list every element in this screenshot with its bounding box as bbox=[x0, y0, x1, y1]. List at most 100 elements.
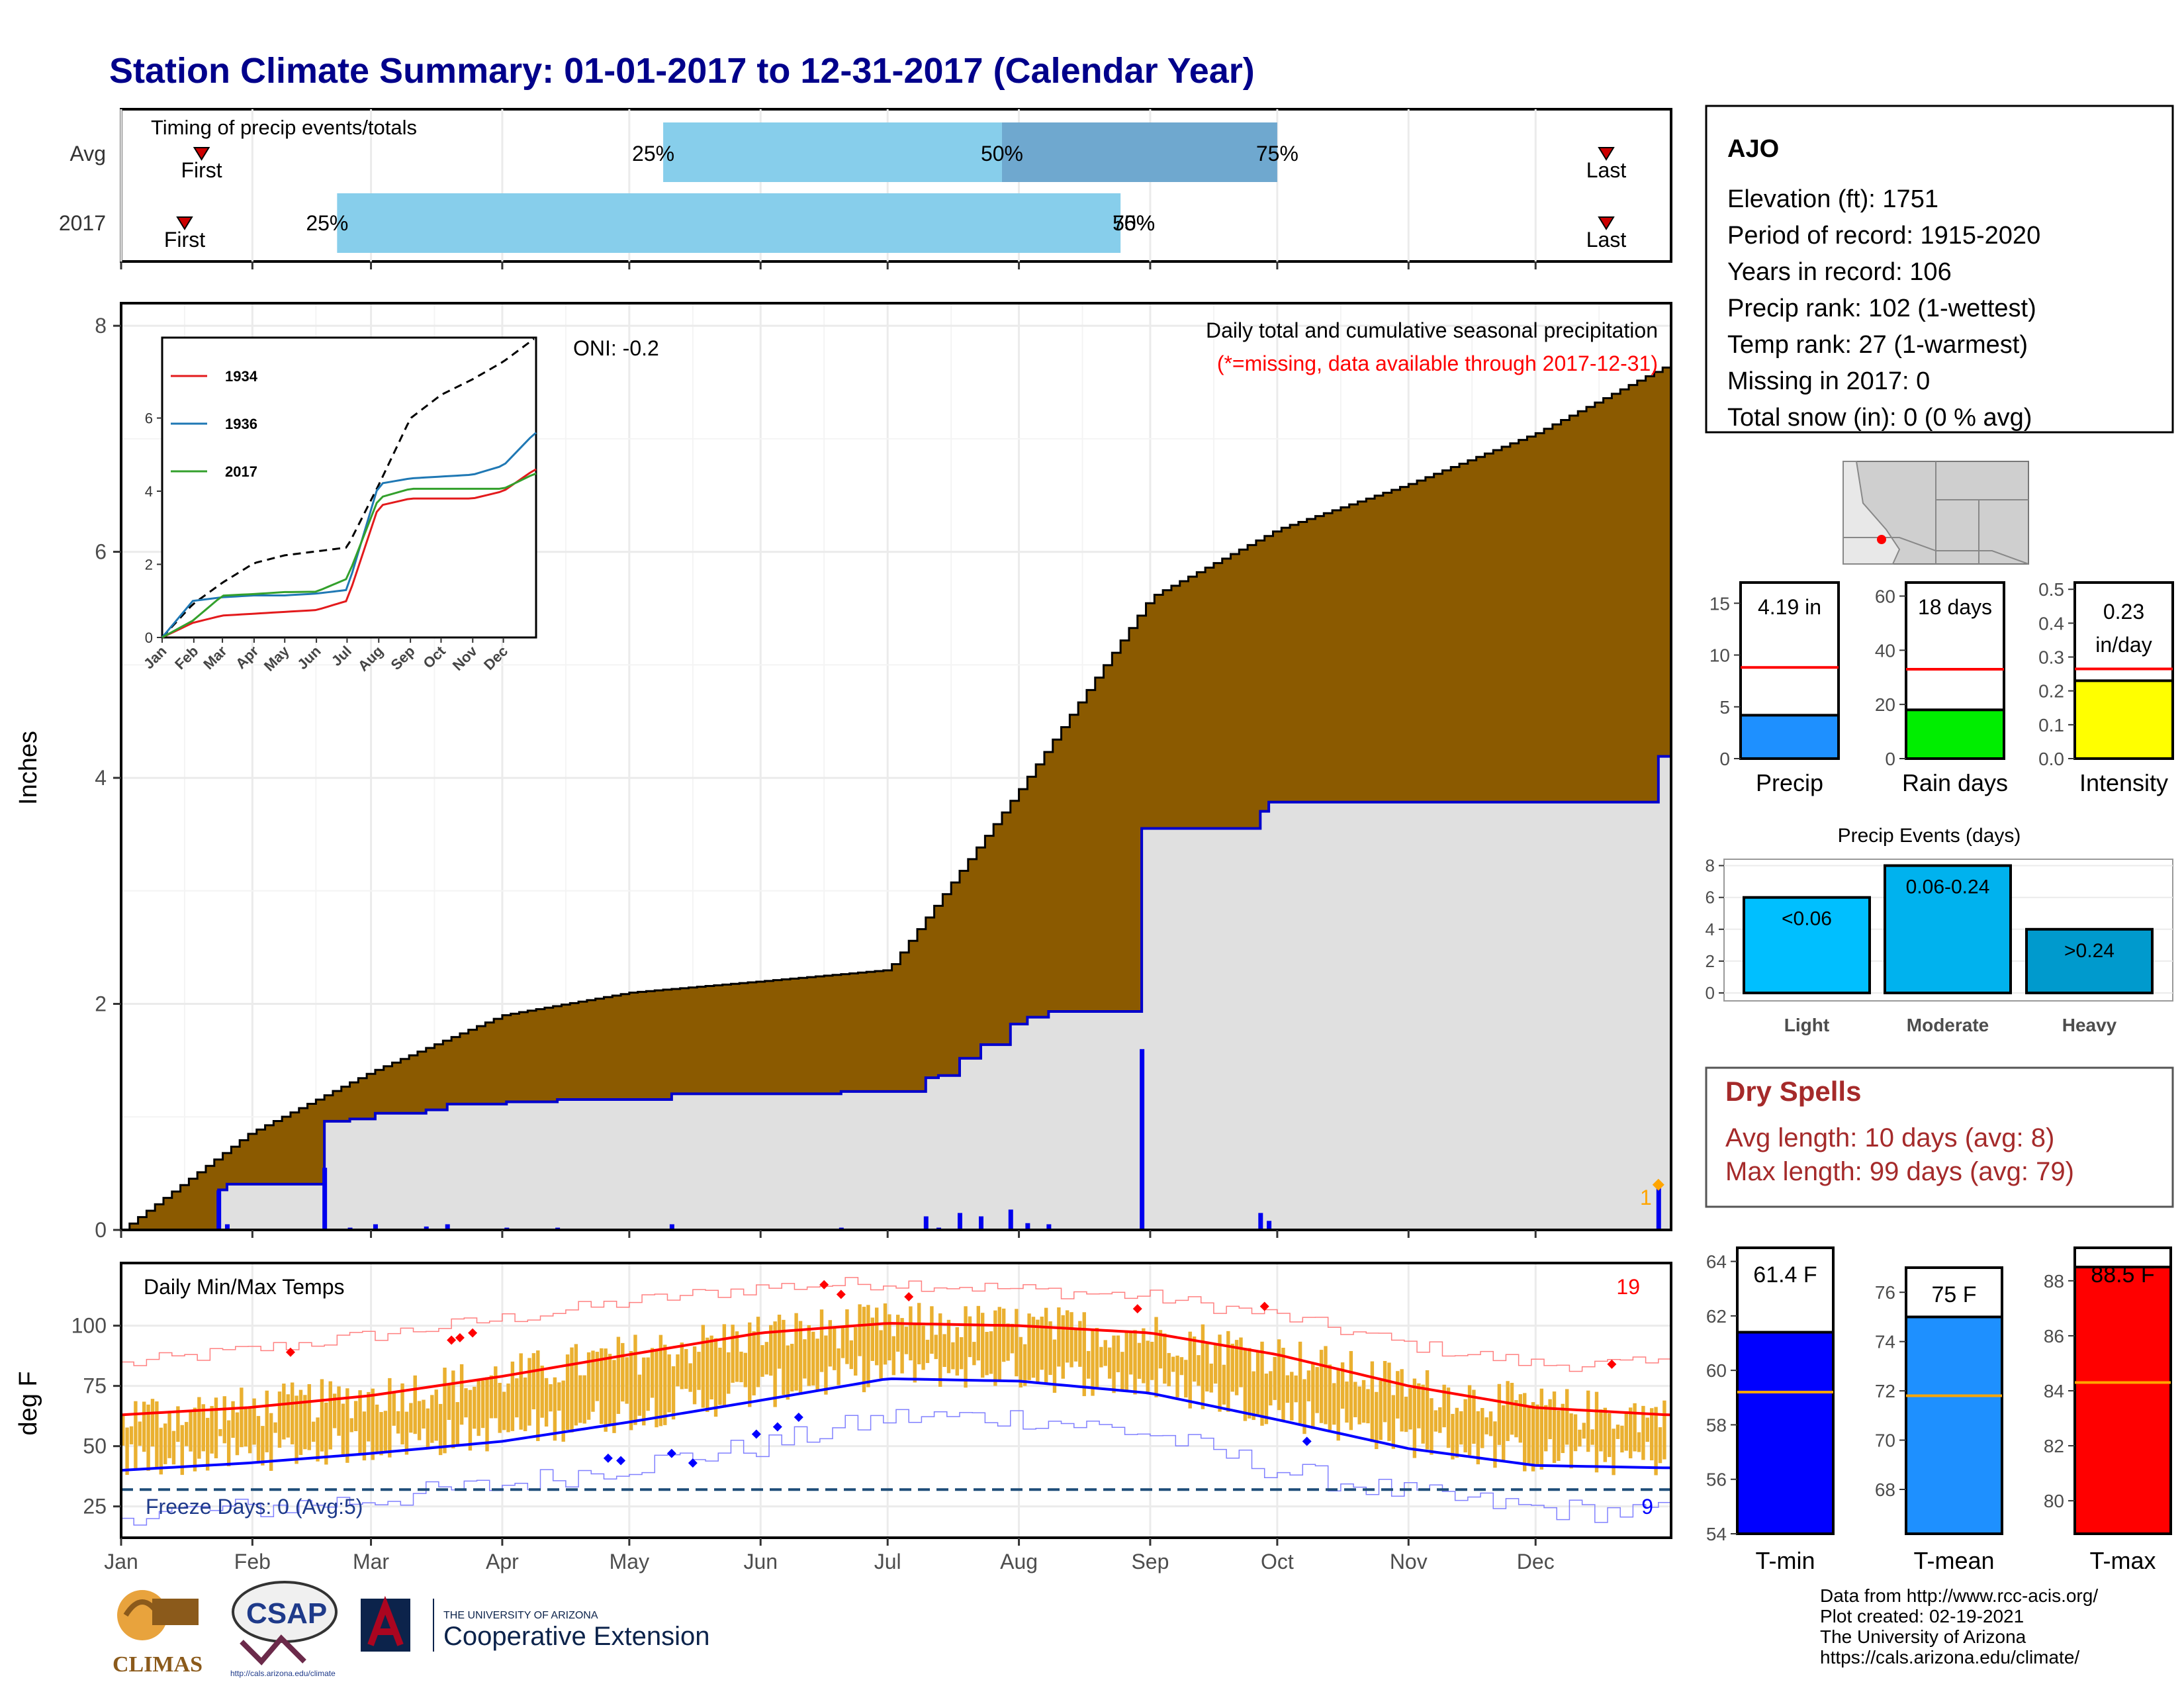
temp-bar-ytick-label: 82 bbox=[2044, 1436, 2064, 1456]
summary-ytick-label: 0.4 bbox=[2038, 613, 2064, 633]
daily-temp-bar bbox=[841, 1327, 845, 1358]
daily-temp-bar bbox=[731, 1325, 735, 1383]
events-bar bbox=[1743, 896, 1871, 994]
daily-temp-bar bbox=[680, 1342, 684, 1389]
inset-ytick-label: 2 bbox=[145, 557, 153, 573]
daily-temp-bar bbox=[1264, 1374, 1269, 1425]
daily-temp-bar bbox=[777, 1315, 782, 1369]
daily-temp-bar bbox=[1040, 1316, 1044, 1370]
summary-value-label: 4.19 in bbox=[1758, 595, 1821, 619]
daily-temp-bar bbox=[1142, 1328, 1146, 1383]
daily-temp-bar bbox=[345, 1388, 349, 1463]
daily-temp-bar bbox=[1552, 1391, 1557, 1464]
daily-temp-bar bbox=[849, 1340, 854, 1370]
daily-temp-bar bbox=[655, 1348, 659, 1428]
precip-ytick-label: 6 bbox=[95, 540, 107, 564]
daily-temp-bar bbox=[1433, 1410, 1438, 1432]
daily-temp-bar bbox=[896, 1315, 900, 1352]
record-low-marker bbox=[688, 1458, 698, 1468]
daily-temp-bar bbox=[1154, 1317, 1158, 1397]
daily-temp-bar bbox=[1243, 1348, 1248, 1421]
daily-temp-bar bbox=[743, 1352, 748, 1387]
climas-text: CLIMAS bbox=[113, 1652, 203, 1677]
daily-temp-bar bbox=[1370, 1361, 1375, 1442]
daily-precip-bar bbox=[1140, 1049, 1145, 1230]
daily-temp-bar bbox=[790, 1344, 794, 1392]
daily-temp-bar bbox=[1019, 1336, 1023, 1388]
daily-temp-bar bbox=[303, 1395, 307, 1450]
temp-ytick-label: 50 bbox=[83, 1434, 107, 1458]
month-label: Jan bbox=[104, 1550, 138, 1573]
daily-temp-bar bbox=[1497, 1383, 1502, 1445]
events-category-label: Heavy bbox=[2062, 1015, 2117, 1035]
timing-row-avg: Avg bbox=[69, 142, 106, 165]
footer-line: https://cals.arizona.edu/climate/ bbox=[1820, 1647, 2079, 1667]
daily-temp-bar bbox=[413, 1375, 417, 1434]
daily-temp-bar bbox=[167, 1413, 171, 1458]
daily-temp-bar bbox=[1467, 1385, 1472, 1456]
daily-temp-bar bbox=[1412, 1378, 1417, 1458]
daily-temp-bar bbox=[1069, 1312, 1073, 1368]
daily-temp-bar bbox=[883, 1303, 887, 1365]
daily-temp-bar bbox=[383, 1411, 388, 1451]
events-category-label: Light bbox=[1784, 1015, 1829, 1035]
temp-bar-label: T-max bbox=[2089, 1547, 2156, 1574]
daily-precip-bar bbox=[424, 1226, 429, 1230]
daily-temp-bar bbox=[180, 1425, 184, 1476]
daily-temp-bar bbox=[748, 1322, 752, 1407]
temp-bar-ytick-label: 88 bbox=[2044, 1271, 2064, 1291]
temp-bar-value bbox=[1736, 1331, 1835, 1535]
daily-temp-bar bbox=[879, 1330, 883, 1379]
daily-temp-bar bbox=[536, 1350, 540, 1441]
daily-temp-bar bbox=[858, 1304, 862, 1356]
daily-temp-bar bbox=[1620, 1425, 1624, 1453]
daily-temp-bar bbox=[1065, 1310, 1069, 1363]
precip-ylabel: Inches bbox=[15, 731, 42, 805]
daily-temp-bar bbox=[659, 1335, 663, 1427]
daily-temp-bar bbox=[1404, 1396, 1408, 1432]
daily-temp-bar bbox=[955, 1327, 959, 1376]
daily-temp-bar bbox=[205, 1417, 210, 1471]
daily-temp-bar bbox=[298, 1389, 303, 1455]
daily-temp-bar bbox=[189, 1411, 193, 1452]
daily-temp-bar bbox=[1095, 1327, 1099, 1389]
daily-precip-bar bbox=[978, 1216, 983, 1230]
y2017-last-marker bbox=[1598, 216, 1615, 230]
daily-temp-bar bbox=[616, 1336, 621, 1414]
avg-first-marker bbox=[193, 147, 210, 161]
temp-bar-charts: 54 56 58 60 62 64 61.4 F T-min 68 70 72 74 76 75 F T-m… bbox=[1706, 1246, 2172, 1574]
daily-temp-bar bbox=[667, 1354, 671, 1413]
daily-temp-bar bbox=[1269, 1371, 1273, 1406]
daily-temp-bar bbox=[506, 1383, 510, 1432]
daily-temp-bar bbox=[1294, 1375, 1298, 1403]
daily-temp-bar bbox=[295, 1395, 298, 1464]
timing-panel: Timing of precip events/totals Avg 2017 … bbox=[59, 108, 1672, 269]
daily-temp-bar bbox=[197, 1397, 201, 1459]
daily-temp-bar bbox=[1082, 1312, 1086, 1397]
daily-temp-bar bbox=[379, 1412, 383, 1456]
events-bar-label: >0.24 bbox=[2064, 940, 2115, 962]
temp-bar-label: T-mean bbox=[1913, 1547, 1994, 1574]
daily-temp-bar bbox=[1476, 1411, 1480, 1465]
daily-temp-bar bbox=[625, 1357, 629, 1404]
summary-bar-value bbox=[1739, 714, 1840, 761]
daily-temp-bar bbox=[1057, 1307, 1061, 1367]
avg-50-75-bar bbox=[1001, 122, 1277, 182]
daily-temp-bar bbox=[1146, 1340, 1150, 1392]
daily-temp-bar bbox=[485, 1377, 489, 1452]
summary-ytick-label: 0 bbox=[1719, 749, 1730, 769]
freeze-label: Freeze Days: 0 (Avg:5) bbox=[146, 1495, 363, 1519]
daily-temp-bar bbox=[1561, 1403, 1565, 1454]
daily-temp-bar bbox=[769, 1325, 773, 1376]
min-count: 9 bbox=[1641, 1495, 1653, 1519]
temp-ytick-label: 25 bbox=[83, 1495, 107, 1519]
daily-temp-bar bbox=[1285, 1375, 1290, 1403]
daily-temp-bar bbox=[629, 1351, 633, 1430]
daily-temp-bar bbox=[807, 1325, 811, 1386]
daily-temp-bar bbox=[1480, 1408, 1484, 1448]
precip-note: Daily total and cumulative seasonal prec… bbox=[1206, 318, 1658, 342]
daily-temp-bar bbox=[1430, 1398, 1433, 1455]
daily-temp-bar bbox=[1226, 1331, 1230, 1412]
